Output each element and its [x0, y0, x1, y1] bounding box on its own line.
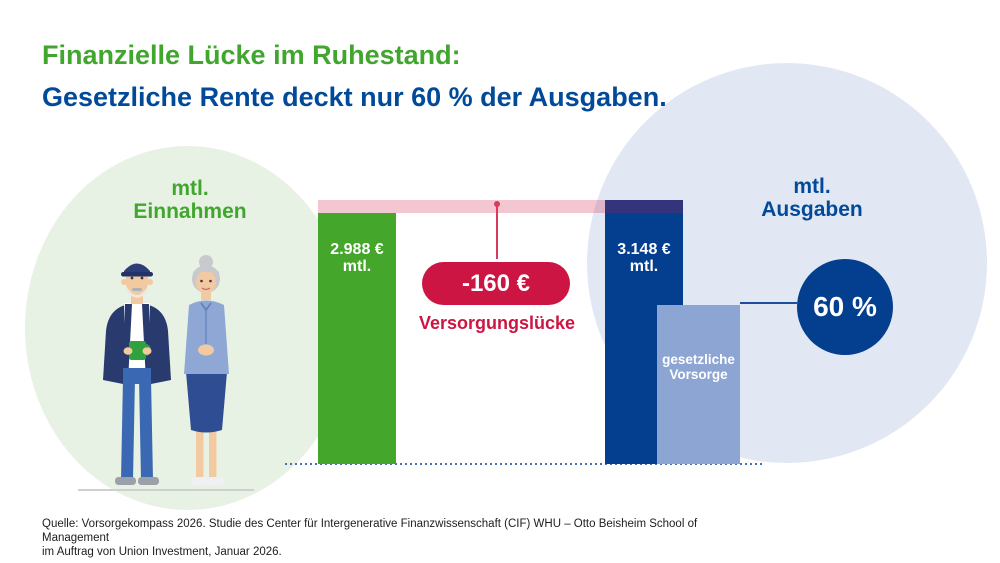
statutory-provision-bar: gesetzliche Vorsorge [657, 305, 740, 464]
expenses-label-line1: mtl. [793, 175, 831, 198]
retired-couple-illustration [103, 255, 229, 485]
coverage-badge: 60 % [797, 259, 893, 355]
chart-baseline-dotted [285, 463, 765, 465]
headline-line2: Gesetzliche Rente deckt nur 60 % der Aus… [42, 82, 667, 112]
gap-band [318, 200, 683, 213]
ground-line [78, 489, 254, 491]
source-note: Quelle: Vorsorgekompass 2026. Studie des… [42, 517, 762, 559]
gap-amount-pill: -160 € [422, 262, 570, 305]
woman-figure [184, 255, 229, 485]
income-bar-value: 2.988 € [330, 241, 384, 258]
gap-caption: Versorgungslücke [418, 313, 576, 333]
man-figure [103, 263, 171, 485]
expenses-label-line2: Ausgaben [761, 198, 863, 221]
income-label: mtl. Einnahmen [90, 177, 290, 223]
coverage-connector-line [740, 302, 797, 304]
statutory-bar-label-line2: Vorsorge [669, 367, 728, 382]
income-bar-unit: mtl. [342, 258, 372, 275]
expenses-bar-unit: mtl. [629, 258, 659, 275]
expenses-label: mtl. Ausgaben [712, 175, 912, 221]
headline-line1: Finanzielle Lücke im Ruhestand: [42, 40, 461, 70]
expenses-bar-value: 3.148 € [617, 241, 671, 258]
income-label-line2: Einnahmen [133, 200, 247, 223]
source-note-line1: Quelle: Vorsorgekompass 2026. Studie des… [42, 518, 698, 544]
income-bar: 2.988 € mtl. [318, 213, 396, 464]
gap-pointer-line [496, 204, 498, 259]
statutory-bar-label-line1: gesetzliche [662, 352, 735, 367]
income-label-line1: mtl. [171, 177, 209, 200]
source-note-line2: im Auftrag von Union Investment, Januar … [42, 546, 282, 558]
